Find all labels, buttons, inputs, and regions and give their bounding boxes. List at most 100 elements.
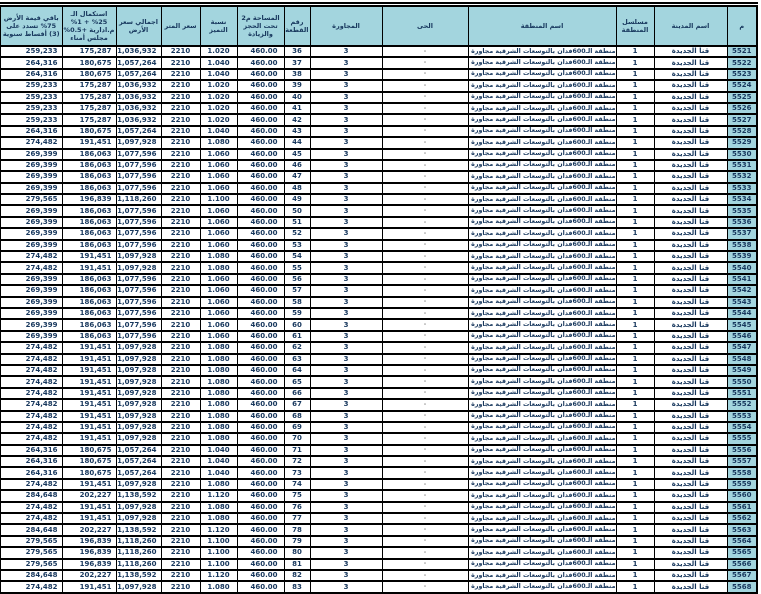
cell-area-m2: 460.00	[236, 284, 285, 298]
cell-region-serial: 1	[615, 238, 655, 253]
cell-city-name: قنا الجديدة	[653, 523, 728, 537]
cell-remaining-75pct: 274,482	[0, 386, 63, 401]
cell-region-name: منطقة الـ600فدان بالتوسعات الشرقية مجاور…	[467, 295, 617, 310]
cell-district: -	[381, 295, 469, 310]
cell-district: -	[381, 158, 469, 173]
cell-plot-number: 51	[283, 215, 311, 230]
cell-remaining-75pct: 269,399	[0, 295, 63, 310]
cell-region-serial: 1	[615, 511, 655, 526]
cell-remaining-75pct: 264,316	[0, 56, 63, 70]
cell-area-m2: 460.00	[236, 249, 285, 264]
cell-region-name: منطقة الـ600فدان بالتوسعات الشرقية مجاور…	[467, 44, 617, 59]
cell-district: -	[381, 477, 469, 492]
cell-downpayment-25pct: 202,227	[61, 489, 117, 503]
cell-serial-no: 5527	[726, 113, 758, 127]
cell-serial-no: 5554	[726, 420, 758, 435]
cell-price-per-meter: 2210	[160, 398, 201, 412]
cell-region-serial: 1	[615, 409, 655, 423]
cell-premium-ratio: 1.120	[199, 489, 238, 503]
cell-premium-ratio: 1.060	[199, 181, 238, 196]
cell-premium-ratio: 1.060	[199, 284, 238, 298]
cell-premium-ratio: 1.120	[199, 568, 238, 583]
cell-area-m2: 460.00	[236, 79, 285, 93]
cell-downpayment-25pct: 196,839	[61, 557, 117, 572]
cell-region-name: منطقة الـ600فدان بالتوسعات الشرقية مجاور…	[467, 306, 617, 321]
cell-neighborhood: 3	[309, 215, 383, 230]
table-row: 5550 قنا الجديدة 1 منطقة الـ600فدان بالت…	[0, 375, 758, 389]
cell-price-per-meter: 2210	[160, 249, 201, 264]
cell-region-serial: 1	[615, 546, 655, 560]
cell-neighborhood: 3	[309, 204, 383, 218]
cell-area-m2: 460.00	[236, 67, 285, 82]
cell-district: -	[381, 341, 469, 355]
cell-neighborhood: 3	[309, 158, 383, 173]
cell-region-serial: 1	[615, 363, 655, 378]
cell-downpayment-25pct: 191,451	[61, 386, 117, 401]
cell-district: -	[381, 420, 469, 435]
cell-total-land-price: 1,097,928	[115, 580, 162, 594]
cell-total-land-price: 1,077,596	[115, 284, 162, 298]
cell-downpayment-25pct: 186,063	[61, 170, 117, 184]
cell-region-serial: 1	[615, 79, 655, 93]
cell-serial-no: 5560	[726, 489, 758, 503]
cell-premium-ratio: 1.020	[199, 113, 238, 127]
cell-plot-number: 77	[283, 511, 311, 526]
cell-price-per-meter: 2210	[160, 124, 201, 139]
cell-serial-no: 5557	[726, 455, 758, 469]
table-body: 5521 قنا الجديدة 1 منطقة الـ600فدان بالت…	[0, 44, 758, 594]
cell-district: -	[381, 329, 469, 344]
cell-district: -	[381, 375, 469, 389]
cell-premium-ratio: 1.080	[199, 432, 238, 446]
cell-premium-ratio: 1.060	[199, 295, 238, 310]
cell-premium-ratio: 1.080	[199, 249, 238, 264]
cell-plot-number: 50	[283, 204, 311, 218]
cell-area-m2: 460.00	[236, 500, 285, 515]
cell-region-serial: 1	[615, 352, 655, 366]
cell-downpayment-25pct: 180,675	[61, 443, 117, 458]
cell-premium-ratio: 1.020	[199, 44, 238, 59]
cell-neighborhood: 3	[309, 409, 383, 423]
cell-district: -	[381, 466, 469, 480]
cell-area-m2: 460.00	[236, 295, 285, 310]
cell-region-serial: 1	[615, 557, 655, 572]
cell-area-m2: 460.00	[236, 204, 285, 218]
table-row: 5540 قنا الجديدة 1 منطقة الـ600فدان بالت…	[0, 261, 758, 275]
cell-plot-number: 40	[283, 90, 311, 104]
cell-remaining-75pct: 259,233	[0, 101, 63, 116]
cell-area-m2: 460.00	[236, 113, 285, 127]
cell-price-per-meter: 2210	[160, 329, 201, 344]
cell-region-name: منطقة الـ600فدان بالتوسعات الشرقية مجاور…	[467, 375, 617, 389]
top-rule	[0, 2, 758, 4]
cell-remaining-75pct: 264,316	[0, 455, 63, 469]
cell-total-land-price: 1,077,596	[115, 227, 162, 241]
cell-premium-ratio: 1.060	[199, 215, 238, 230]
cell-neighborhood: 3	[309, 375, 383, 389]
cell-downpayment-25pct: 186,063	[61, 329, 117, 344]
cell-total-land-price: 1,057,264	[115, 67, 162, 82]
cell-district: -	[381, 409, 469, 423]
cell-remaining-75pct: 279,565	[0, 546, 63, 560]
cell-downpayment-25pct: 186,063	[61, 306, 117, 321]
table-row: 5566 قنا الجديدة 1 منطقة الـ600فدان بالت…	[0, 557, 758, 572]
cell-premium-ratio: 1.060	[199, 238, 238, 253]
table-row: 5554 قنا الجديدة 1 منطقة الـ600فدان بالت…	[0, 420, 758, 435]
cell-neighborhood: 3	[309, 113, 383, 127]
cell-remaining-75pct: 269,399	[0, 181, 63, 196]
cell-district: -	[381, 44, 469, 59]
cell-region-name: منطقة الـ600فدان بالتوسعات الشرقية مجاور…	[467, 101, 617, 116]
cell-premium-ratio: 1.080	[199, 386, 238, 401]
cell-total-land-price: 1,118,260	[115, 546, 162, 560]
cell-total-land-price: 1,077,596	[115, 318, 162, 332]
cell-price-per-meter: 2210	[160, 580, 201, 594]
cell-region-serial: 1	[615, 420, 655, 435]
cell-downpayment-25pct: 186,063	[61, 238, 117, 253]
cell-price-per-meter: 2210	[160, 295, 201, 310]
cell-area-m2: 460.00	[236, 329, 285, 344]
cell-remaining-75pct: 279,565	[0, 534, 63, 549]
cell-downpayment-25pct: 175,287	[61, 44, 117, 59]
cell-region-name: منطقة الـ600فدان بالتوسعات الشرقية مجاور…	[467, 489, 617, 503]
cell-plot-number: 69	[283, 420, 311, 435]
cell-region-name: منطقة الـ600فدان بالتوسعات الشرقية مجاور…	[467, 363, 617, 378]
cell-city-name: قنا الجديدة	[653, 181, 728, 196]
